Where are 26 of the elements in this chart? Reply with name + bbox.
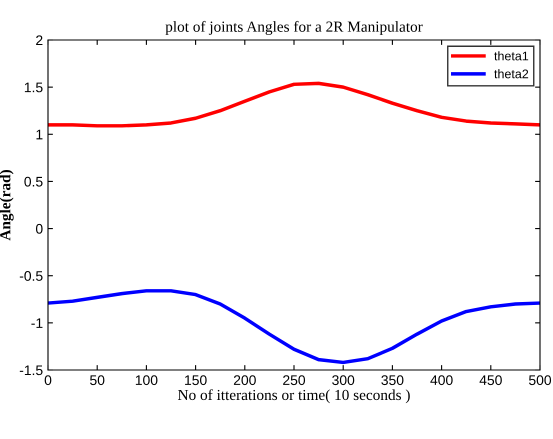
x-tick-label: 0	[44, 375, 52, 386]
x-tick-label: 50	[90, 375, 104, 386]
x-tick-label: 100	[136, 375, 158, 386]
y-tick-label: 1	[36, 130, 42, 140]
x-tick-label: 400	[430, 375, 453, 386]
x-tick-label: 150	[185, 375, 207, 386]
line-series	[48, 82, 540, 128]
y-axis-title: Angle(rad)	[0, 170, 14, 240]
x-tick-label: 250	[283, 375, 306, 386]
x-axis-title: No of itterations or time( 10 seconds )	[178, 389, 410, 404]
legend-label: theta2	[494, 69, 528, 78]
y-tick-label: 1.5	[24, 82, 43, 92]
x-tick-label: 500	[528, 375, 552, 386]
y-tick-label: -1.5	[20, 365, 43, 376]
x-tick-label: 300	[332, 375, 354, 386]
y-tick-label: 0	[36, 224, 43, 234]
y-tick-label: -1	[31, 318, 42, 328]
y-tick-label: 2	[36, 35, 42, 46]
y-tick-label: 0.5	[24, 176, 43, 187]
x-tick-label: 450	[480, 375, 502, 386]
legend-label: theta1	[494, 51, 528, 60]
x-tick-label: 350	[381, 375, 404, 386]
line-series	[48, 289, 540, 364]
chart-title: plot of joints Angles for a 2R Manipulator	[165, 20, 423, 35]
y-tick-label: -0.5	[20, 271, 43, 281]
x-tick-label: 200	[234, 375, 256, 386]
